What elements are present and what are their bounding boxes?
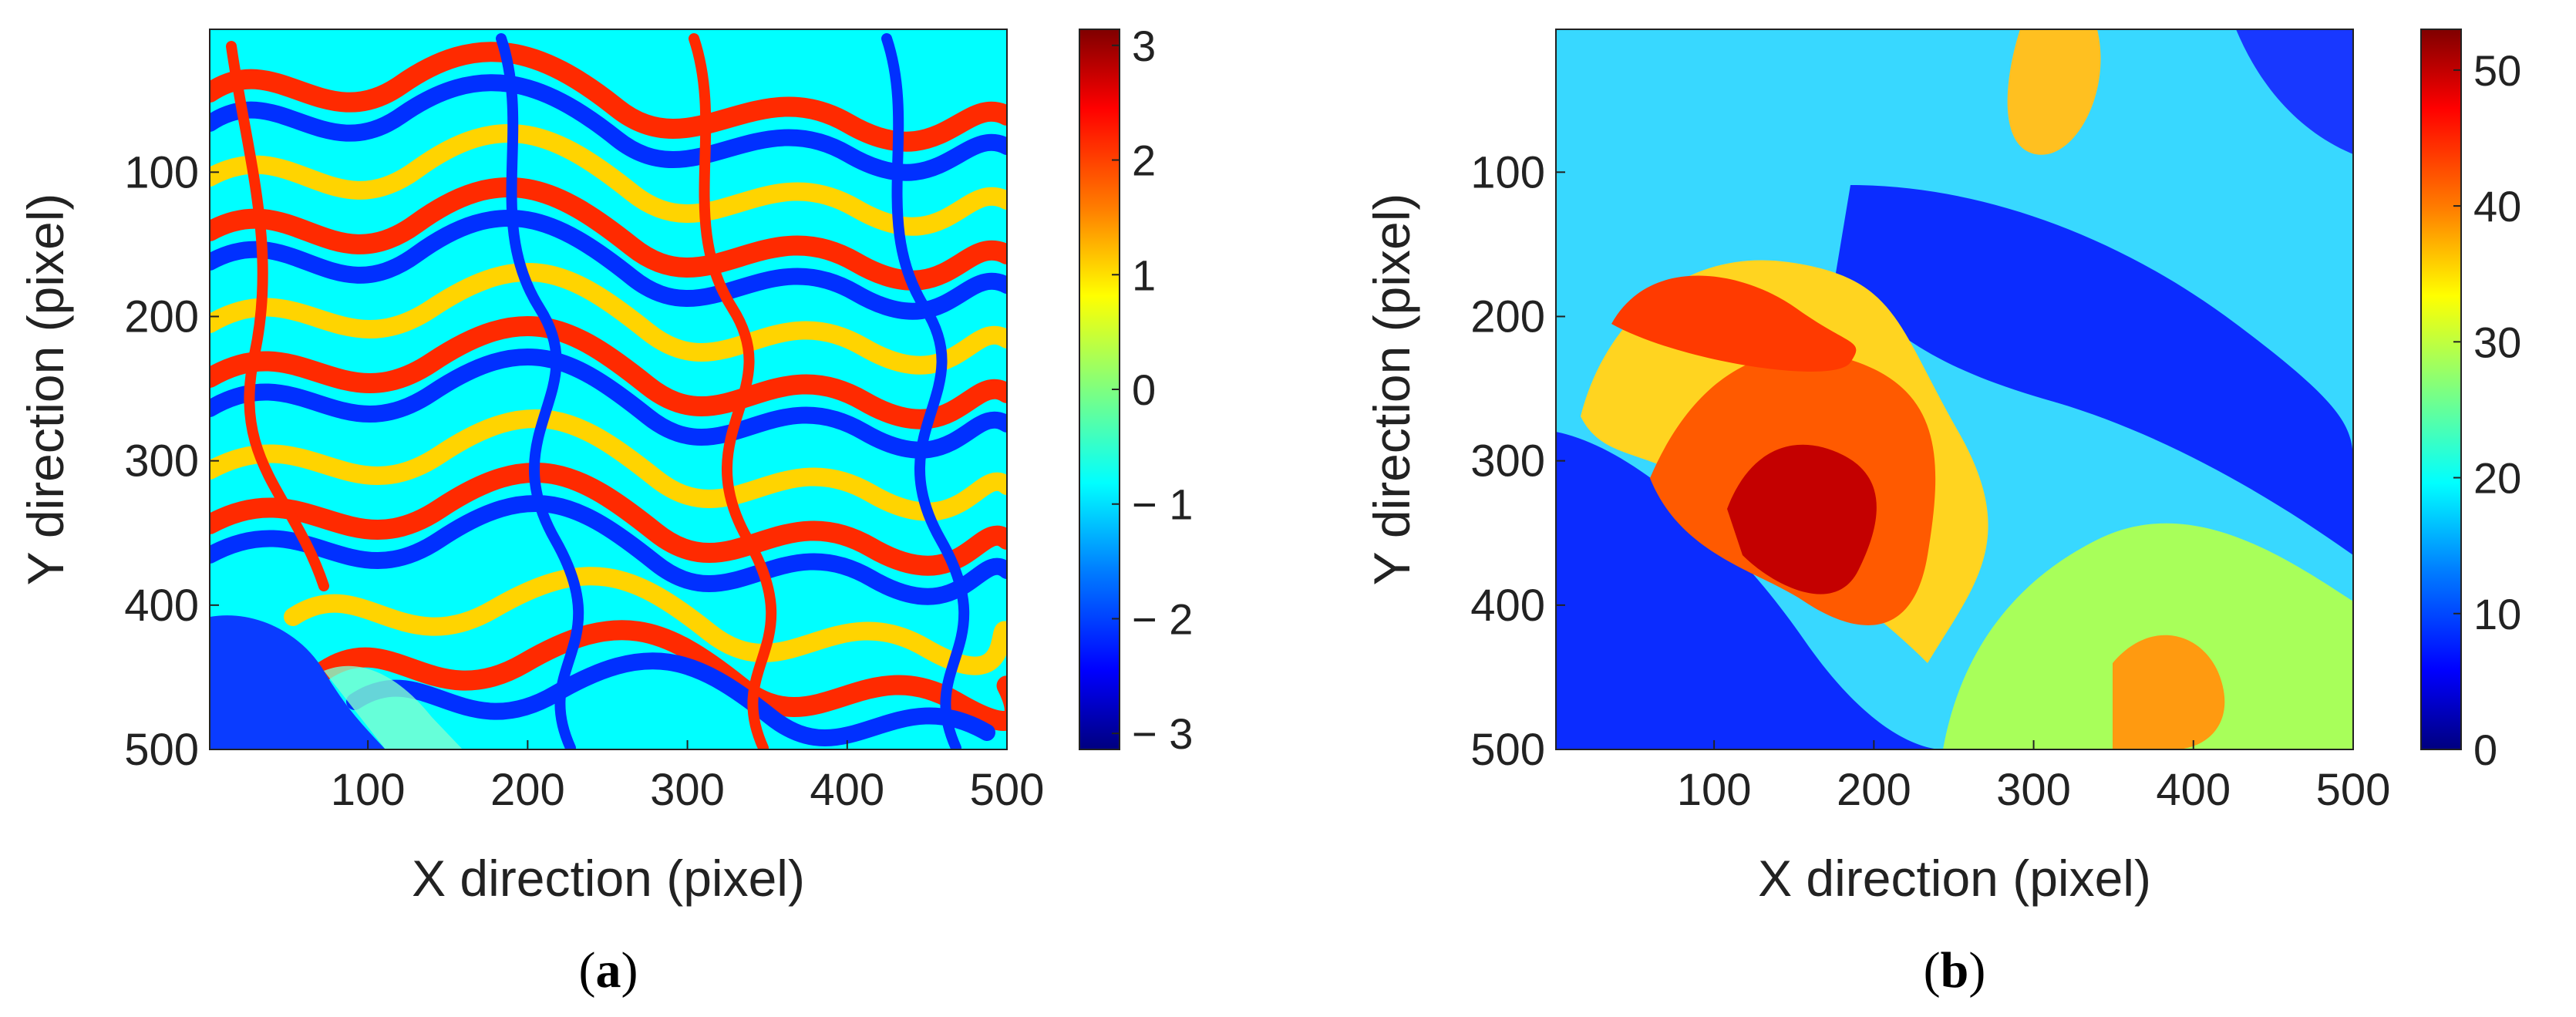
y-tick-label: 100: [124, 147, 199, 197]
colorbar-tick-label: 0: [2473, 726, 2497, 774]
mid-region: [2007, 29, 2101, 155]
y-tick-label: 200: [124, 291, 199, 342]
y-tick-label: 100: [1470, 147, 1545, 197]
y-axis-label: Y direction (pixel): [17, 194, 74, 586]
caption: (b): [1924, 942, 1986, 998]
fringe-band: [210, 494, 1007, 605]
x-tick-label: 500: [970, 765, 1045, 815]
fringe-band: [226, 41, 329, 591]
x-tick-label: 300: [650, 765, 725, 815]
colorbar-tick-label: 10: [2473, 590, 2521, 638]
y-tick-label: 500: [124, 725, 199, 775]
fringe-band: [210, 209, 1007, 320]
panel-a: 100 200 300 400 500 100 200 300 400 500 3 2 1 0 − 1 − …: [17, 22, 1193, 998]
fringe-band: [210, 315, 1007, 429]
fringe-band: [346, 652, 995, 746]
x-tick-label: 200: [490, 765, 565, 815]
colorbar-tick-label: − 1: [1132, 480, 1193, 529]
caption-close: ): [621, 942, 638, 998]
colorbar: 3 2 1 0 − 1 − 2 − 3: [1079, 22, 1193, 758]
colorbar-tick-label: 30: [2473, 318, 2521, 366]
low-coherence-region: [210, 615, 386, 749]
fringe-band: [210, 462, 1007, 576]
caption-open: (: [579, 942, 596, 998]
colorbar-tick-label: 2: [1132, 136, 1156, 185]
axis-ticks: 100 200 300 400 500 100 200 300 400 500: [124, 147, 1044, 815]
fringe-band: [689, 33, 777, 749]
colorbar-ticks: 3 2 1 0 − 1 − 2 − 3: [1112, 22, 1193, 758]
low-region: [1556, 432, 1943, 749]
x-axis-label: X direction (pixel): [1758, 850, 2151, 907]
colorbar-tick-label: 20: [2473, 454, 2521, 503]
colorbar-tick-label: 40: [2473, 182, 2521, 231]
colorbar-tick-label: 3: [1132, 22, 1156, 70]
y-axis-label: Y direction (pixel): [1363, 194, 1420, 586]
x-tick-label: 100: [1677, 765, 1752, 815]
low-region: [2236, 29, 2353, 154]
caption-close: ): [1968, 942, 1985, 998]
caption: (a): [579, 942, 638, 998]
fringe-band: [210, 123, 1007, 236]
colorbar: 50 40 30 20 10 0: [2420, 29, 2521, 774]
x-tick-label: 500: [2316, 765, 2391, 815]
colorbar-gradient: [2420, 29, 2462, 750]
high-region: [1727, 444, 1877, 594]
fringe-band: [210, 262, 1007, 375]
colorbar-tick-label: − 2: [1132, 594, 1193, 643]
mid-region: [2113, 635, 2225, 749]
low-coherence-region: [324, 665, 463, 749]
y-tick-label: 500: [1470, 725, 1545, 775]
high-region: [1611, 275, 1857, 372]
low-region: [1835, 185, 2353, 555]
caption-letter: a: [596, 942, 621, 998]
fringe-band: [210, 42, 1007, 152]
axis-ticks: 100 200 300 400 500 100 200 300 400 500: [1470, 147, 2390, 815]
fringe-band: [210, 74, 1007, 181]
colorbar-tick-label: 0: [1132, 365, 1156, 414]
x-axis-label: X direction (pixel): [412, 850, 805, 907]
caption-open: (: [1924, 942, 1941, 998]
x-tick-label: 100: [331, 765, 406, 815]
fringe-band: [284, 567, 1007, 675]
fringe-band: [496, 33, 584, 749]
colorbar-tick-label: 50: [2473, 46, 2521, 95]
mid-region: [1943, 523, 2353, 749]
colorbar-tick-label: − 3: [1132, 709, 1193, 758]
y-tick-label: 200: [1470, 291, 1545, 342]
colorbar-tick-label: 1: [1132, 251, 1156, 299]
x-tick-label: 300: [1996, 765, 2071, 815]
y-tick-label: 400: [124, 581, 199, 631]
caption-letter: b: [1941, 942, 1969, 998]
plot-frame: [209, 29, 1008, 750]
fringe-band: [881, 33, 970, 749]
unwrapped-heatmap: [1556, 29, 2353, 749]
x-tick-label: 400: [810, 765, 884, 815]
x-tick-label: 200: [1837, 765, 1911, 815]
plot-frame: [1555, 29, 2354, 750]
y-tick-label: 300: [1470, 436, 1545, 487]
y-tick-label: 300: [124, 436, 199, 487]
phase-heatmap: [210, 29, 1007, 749]
y-tick-label: 400: [1470, 581, 1545, 631]
colorbar-ticks: 50 40 30 20 10 0: [2453, 46, 2521, 774]
x-tick-label: 400: [2156, 765, 2231, 815]
